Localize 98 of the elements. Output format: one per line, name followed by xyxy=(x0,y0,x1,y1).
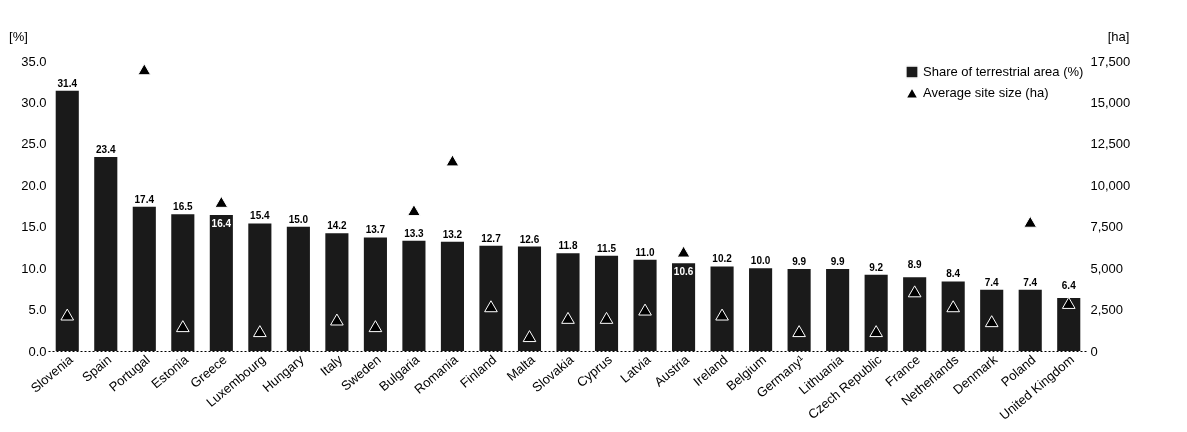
bar xyxy=(248,223,272,351)
point xyxy=(137,63,152,76)
bar xyxy=(209,215,233,351)
bar xyxy=(1057,297,1081,351)
bar xyxy=(864,274,888,351)
y-tick-label: 10.0 xyxy=(21,260,47,276)
point xyxy=(522,330,537,343)
bar xyxy=(980,289,1004,351)
data-label: 8.4 xyxy=(946,268,961,280)
point xyxy=(907,285,922,298)
x-tick-label: Italy xyxy=(317,351,346,379)
bar xyxy=(402,240,426,351)
y2-tick-label: 0 xyxy=(1090,343,1098,359)
y2-tick-label: 10,000 xyxy=(1090,177,1131,193)
y-tick-label: 25.0 xyxy=(21,136,47,152)
point xyxy=(946,300,961,313)
data-label: 9.9 xyxy=(792,255,807,267)
bar xyxy=(710,266,734,351)
point xyxy=(407,204,421,217)
bar xyxy=(633,259,657,351)
data-label: 17.4 xyxy=(134,193,155,205)
data-label: 10.6 xyxy=(673,266,694,278)
bar xyxy=(903,277,927,351)
y-tick-label: 15.0 xyxy=(21,219,47,235)
point xyxy=(599,311,614,324)
point xyxy=(214,195,229,208)
y2-tick-label: 7,500 xyxy=(1090,219,1124,235)
bar xyxy=(1018,289,1042,351)
bar xyxy=(325,233,349,351)
y2-tick-label: 17,500 xyxy=(1090,53,1131,69)
data-label: 6.4 xyxy=(1061,279,1077,291)
point xyxy=(253,325,267,338)
bar xyxy=(517,246,542,351)
bar xyxy=(55,90,79,351)
point xyxy=(792,325,806,338)
data-label: 14.2 xyxy=(327,220,348,232)
legend-label: Average site size (ha) xyxy=(923,85,1049,100)
bar xyxy=(556,253,580,351)
bar xyxy=(171,214,195,351)
data-label: 7.4 xyxy=(1023,276,1038,288)
data-label: 11.8 xyxy=(558,240,578,252)
data-label: 7.4 xyxy=(984,276,1000,288)
point xyxy=(445,154,460,167)
point xyxy=(676,245,691,258)
point xyxy=(175,320,190,333)
y-tick-label: 30.0 xyxy=(21,94,47,110)
bar xyxy=(132,206,156,351)
point xyxy=(984,315,999,328)
point xyxy=(330,313,344,326)
data-label: 13.3 xyxy=(404,227,425,239)
data-label: 12.6 xyxy=(519,233,540,245)
data-label: 23.4 xyxy=(96,144,116,156)
data-label: 10.0 xyxy=(750,255,771,267)
point xyxy=(484,300,498,313)
bar xyxy=(594,255,619,351)
data-label: 13.2 xyxy=(442,228,463,240)
y-tick-label: 0.0 xyxy=(28,343,47,359)
data-label: 8.9 xyxy=(907,259,923,271)
data-label: 10.2 xyxy=(712,253,733,265)
bar xyxy=(363,237,387,351)
point xyxy=(368,320,383,333)
y-tick-label: 5.0 xyxy=(28,302,47,318)
y2-tick-label: 15,000 xyxy=(1090,94,1131,110)
bar xyxy=(440,241,464,351)
point xyxy=(869,325,883,338)
point xyxy=(60,308,75,321)
data-label: 13.7 xyxy=(365,224,386,236)
data-label: 15.0 xyxy=(288,213,309,225)
point xyxy=(1061,296,1076,309)
bar xyxy=(826,268,850,351)
y-tick-label: 35.0 xyxy=(21,53,47,69)
bar xyxy=(479,245,503,351)
y-tick-label: 20.0 xyxy=(21,177,47,193)
data-label: 11.5 xyxy=(597,242,617,254)
data-label: 12.7 xyxy=(481,232,502,244)
data-label: 16.4 xyxy=(211,218,232,230)
bar xyxy=(749,268,773,351)
data-label: 9.9 xyxy=(830,255,846,267)
bar xyxy=(286,226,310,351)
bar xyxy=(787,268,811,351)
data-label: 9.2 xyxy=(869,261,884,273)
point xyxy=(638,303,652,316)
y2-tick-label: 12,500 xyxy=(1090,136,1131,152)
y-axis-title: [%] xyxy=(9,28,28,44)
bar xyxy=(672,263,696,351)
data-label: 31.4 xyxy=(57,77,78,89)
bar xyxy=(941,281,965,351)
point xyxy=(715,308,729,321)
y2-tick-label: 2,500 xyxy=(1090,302,1124,318)
data-label: 15.4 xyxy=(250,210,271,222)
point xyxy=(561,311,575,324)
point xyxy=(1023,215,1038,228)
data-label: 11.0 xyxy=(635,246,655,258)
y2-axis-title: [ha] xyxy=(1107,28,1130,44)
data-label: 16.5 xyxy=(173,201,193,213)
bar xyxy=(94,157,118,351)
legend-label: Share of terrestrial area (%) xyxy=(923,64,1084,79)
y2-tick-label: 5,000 xyxy=(1090,260,1124,276)
